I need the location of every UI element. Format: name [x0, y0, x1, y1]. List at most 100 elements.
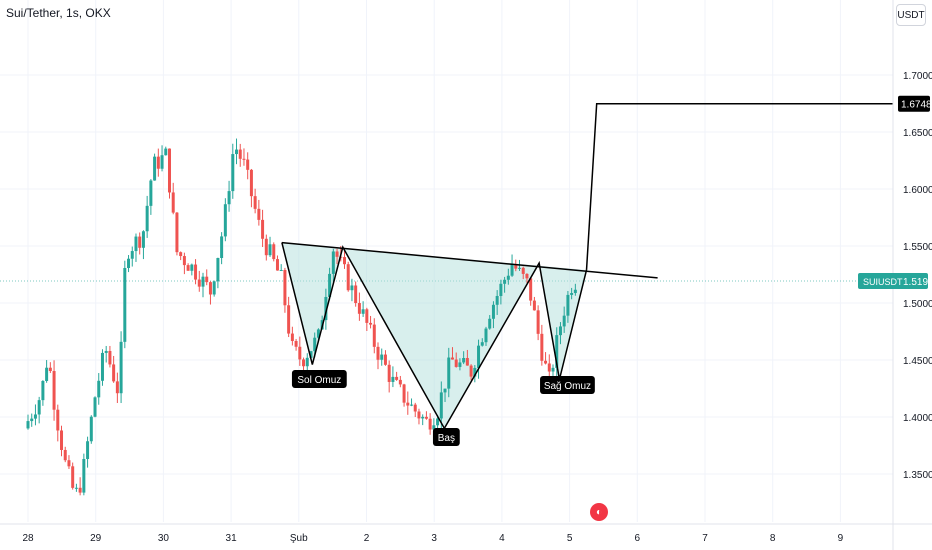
- candle-body: [227, 191, 231, 205]
- candlestick-series[interactable]: [26, 138, 577, 496]
- candle-body: [469, 365, 473, 377]
- candle-body: [56, 409, 60, 431]
- candle-body: [257, 208, 261, 220]
- candle-body: [264, 238, 268, 256]
- candle-body: [182, 256, 186, 266]
- candle-body: [432, 425, 436, 430]
- price-label-value: 1.6748: [901, 100, 932, 111]
- candle-body: [503, 279, 507, 284]
- candle-body: [48, 367, 52, 372]
- candle-body: [398, 379, 402, 385]
- currency-button[interactable]: USDT: [896, 4, 926, 26]
- candle-body: [410, 404, 414, 406]
- candle-body: [458, 362, 462, 367]
- candle-body: [294, 340, 298, 347]
- candle-body: [238, 149, 242, 159]
- candle-body: [130, 251, 134, 259]
- candle-body: [112, 364, 116, 382]
- y-tick-label: 1.6500: [903, 128, 932, 139]
- pattern-area: [281, 242, 587, 429]
- y-tick-label: 1.5000: [903, 299, 932, 310]
- x-tick-label: 3: [431, 533, 437, 544]
- candle-body: [309, 351, 313, 358]
- candle-body: [365, 309, 369, 323]
- candle-body: [108, 350, 112, 365]
- candle-body: [52, 371, 56, 410]
- candle-body: [41, 380, 45, 401]
- candle-body: [376, 346, 380, 360]
- candle-body: [149, 180, 153, 206]
- annotation-text: Sağ Omuz: [544, 381, 591, 392]
- candle-body: [220, 236, 224, 259]
- candle-body: [506, 275, 510, 280]
- candle-body: [127, 258, 131, 268]
- x-tick-label: 7: [702, 533, 708, 544]
- candle-body: [532, 300, 536, 311]
- time-axis[interactable]: 28 29 30 31 Şub 2 3 4 5 6 7 8 9: [0, 523, 932, 544]
- candle-body: [190, 264, 194, 271]
- pattern-fill: [281, 242, 587, 429]
- candle-body: [253, 196, 257, 209]
- candle-body: [518, 267, 522, 269]
- candle-body: [562, 315, 566, 327]
- candle-body: [275, 259, 279, 271]
- candle-body: [156, 156, 160, 169]
- candle-body: [164, 148, 168, 156]
- candle-body: [313, 337, 317, 352]
- annotation-bg: [432, 428, 460, 446]
- candle-body: [346, 264, 350, 291]
- candle-body: [462, 358, 466, 363]
- candle-body: [86, 441, 90, 459]
- candle-body: [555, 335, 559, 368]
- right-shoulder-label: Sağ Omuz: [540, 376, 595, 394]
- y-tick-label: 1.5500: [903, 242, 932, 253]
- candle-body: [477, 345, 481, 368]
- left-shoulder-label: Sol Omuz: [291, 370, 347, 388]
- candle-body: [424, 416, 428, 419]
- candle-body: [383, 354, 387, 365]
- candle-body: [78, 487, 82, 493]
- x-tick-label: 8: [770, 533, 776, 544]
- candle-body: [205, 276, 209, 283]
- candle-body: [331, 251, 335, 274]
- candle-body: [197, 279, 201, 287]
- candle-body: [82, 458, 86, 493]
- candle-body: [510, 264, 514, 276]
- candle-body: [488, 318, 492, 329]
- candle-body: [89, 416, 93, 442]
- candle-body: [551, 367, 555, 372]
- candle-body: [514, 264, 518, 269]
- price-label-bg: [858, 272, 928, 289]
- candle-body: [335, 251, 339, 257]
- candle-body: [272, 244, 276, 260]
- candle-body: [134, 236, 138, 252]
- annotation-bg: [291, 370, 347, 388]
- tradingview-logo-icon[interactable]: ◐: [590, 503, 608, 521]
- head-label: Baş: [432, 428, 460, 446]
- candle-body: [175, 212, 179, 253]
- candle-body: [428, 418, 432, 430]
- candle-body: [298, 346, 302, 360]
- candle-body: [249, 169, 253, 197]
- candle-body: [443, 388, 447, 393]
- candle-body: [287, 305, 291, 334]
- candle-body: [540, 333, 544, 361]
- neckline: [281, 241, 658, 279]
- candle-body: [436, 418, 440, 426]
- candle-body: [30, 418, 34, 422]
- x-tick-label: 31: [226, 533, 238, 544]
- candle-body: [402, 384, 406, 403]
- candle-body: [179, 252, 183, 257]
- candle-body: [26, 421, 30, 429]
- candle-body: [480, 342, 484, 346]
- annotation-bg: [540, 376, 595, 394]
- candle-body: [290, 333, 294, 341]
- price-axis[interactable]: 1.7000 1.6500 1.6000 1.5500 1.5000 1.4500 1.40…: [858, 0, 932, 550]
- candle-body: [138, 236, 142, 248]
- candle-body: [450, 357, 454, 360]
- price-label-bg: [898, 95, 930, 112]
- candle-body: [242, 158, 246, 160]
- candle-body: [499, 283, 503, 296]
- price-label-target: 1.6748: [898, 95, 932, 112]
